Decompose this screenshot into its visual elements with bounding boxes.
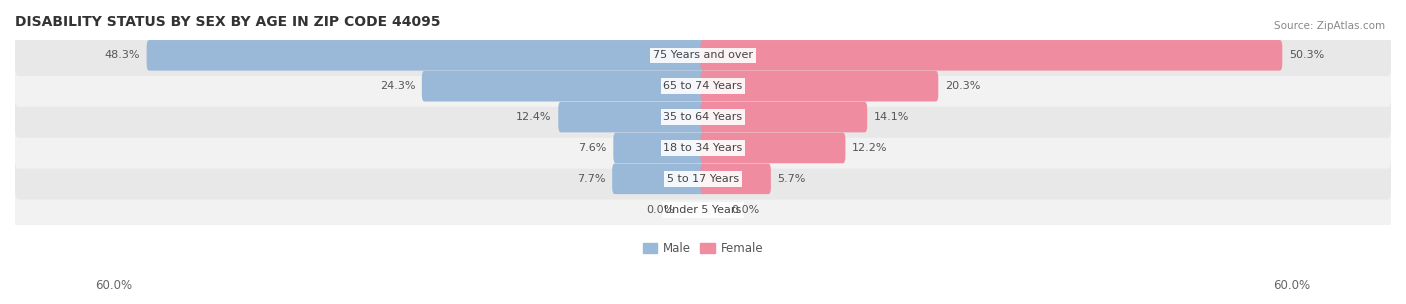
FancyBboxPatch shape xyxy=(15,127,1391,169)
FancyBboxPatch shape xyxy=(700,164,770,194)
Text: 7.6%: 7.6% xyxy=(578,143,606,153)
Text: 48.3%: 48.3% xyxy=(104,50,141,60)
FancyBboxPatch shape xyxy=(700,40,1282,71)
Text: 75 Years and over: 75 Years and over xyxy=(652,50,754,60)
Legend: Male, Female: Male, Female xyxy=(638,238,768,260)
Text: 18 to 34 Years: 18 to 34 Years xyxy=(664,143,742,153)
Text: 24.3%: 24.3% xyxy=(380,81,415,91)
Text: 65 to 74 Years: 65 to 74 Years xyxy=(664,81,742,91)
Text: Under 5 Years: Under 5 Years xyxy=(665,205,741,215)
FancyBboxPatch shape xyxy=(15,66,1391,107)
FancyBboxPatch shape xyxy=(700,133,845,163)
FancyBboxPatch shape xyxy=(15,189,1391,230)
Text: 50.3%: 50.3% xyxy=(1289,50,1324,60)
Text: 12.2%: 12.2% xyxy=(852,143,887,153)
Text: 14.1%: 14.1% xyxy=(875,112,910,122)
FancyBboxPatch shape xyxy=(612,164,706,194)
Text: 5 to 17 Years: 5 to 17 Years xyxy=(666,174,740,184)
Text: 60.0%: 60.0% xyxy=(1274,279,1310,292)
Text: 20.3%: 20.3% xyxy=(945,81,980,91)
FancyBboxPatch shape xyxy=(613,133,706,163)
FancyBboxPatch shape xyxy=(15,35,1391,76)
FancyBboxPatch shape xyxy=(15,96,1391,138)
FancyBboxPatch shape xyxy=(558,102,706,132)
FancyBboxPatch shape xyxy=(700,102,868,132)
FancyBboxPatch shape xyxy=(700,71,938,102)
Text: 60.0%: 60.0% xyxy=(96,279,132,292)
FancyBboxPatch shape xyxy=(422,71,706,102)
Text: 0.0%: 0.0% xyxy=(647,205,675,215)
FancyBboxPatch shape xyxy=(15,158,1391,199)
Text: DISABILITY STATUS BY SEX BY AGE IN ZIP CODE 44095: DISABILITY STATUS BY SEX BY AGE IN ZIP C… xyxy=(15,15,440,29)
Text: 12.4%: 12.4% xyxy=(516,112,551,122)
FancyBboxPatch shape xyxy=(146,40,706,71)
Text: Source: ZipAtlas.com: Source: ZipAtlas.com xyxy=(1274,21,1385,31)
Text: 0.0%: 0.0% xyxy=(731,205,759,215)
Text: 7.7%: 7.7% xyxy=(576,174,606,184)
Text: 35 to 64 Years: 35 to 64 Years xyxy=(664,112,742,122)
Text: 5.7%: 5.7% xyxy=(778,174,806,184)
